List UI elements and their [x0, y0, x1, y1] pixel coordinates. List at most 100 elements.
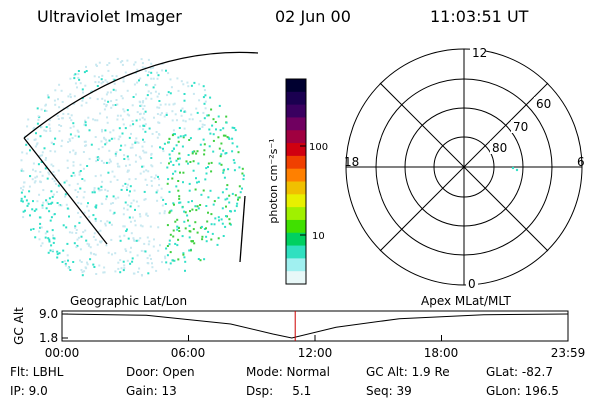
image-pixel	[175, 185, 178, 188]
image-pixel	[40, 154, 43, 157]
image-pixel	[129, 262, 132, 265]
image-pixel	[227, 136, 230, 139]
image-pixel	[131, 120, 134, 122]
image-pixel	[188, 139, 191, 141]
image-pixel	[207, 196, 210, 199]
image-pixel	[122, 225, 125, 228]
y-tick-label-9: 9.0	[39, 307, 58, 321]
image-pixel	[68, 116, 71, 119]
colorbar-cell	[286, 245, 306, 259]
image-pixel	[70, 174, 73, 177]
polar-diagonal-b	[379, 82, 549, 252]
image-pixel	[165, 114, 168, 116]
image-pixel	[176, 228, 179, 231]
image-pixel	[46, 94, 49, 97]
image-pixel	[110, 202, 113, 205]
image-pixel	[144, 123, 147, 126]
image-pixel	[73, 174, 76, 177]
image-pixel	[130, 202, 133, 205]
image-pixel	[50, 244, 53, 247]
image-pixel	[33, 181, 36, 184]
image-pixel	[161, 261, 163, 264]
image-pixel	[224, 225, 227, 228]
image-pixel	[139, 215, 142, 218]
image-pixel	[184, 120, 187, 123]
image-pixel	[172, 172, 174, 175]
image-pixel	[72, 122, 75, 125]
image-pixel	[210, 238, 213, 241]
image-pixel	[184, 269, 186, 272]
image-pixel	[113, 211, 116, 214]
image-pixel	[196, 205, 199, 208]
image-pixel	[99, 189, 102, 192]
image-pixel	[93, 75, 96, 78]
image-pixel	[95, 273, 98, 275]
image-pixel	[82, 196, 85, 199]
image-pixel	[118, 235, 121, 238]
image-pixel	[82, 151, 85, 153]
image-pixel	[124, 182, 127, 185]
image-pixel	[167, 178, 170, 181]
image-pixel	[128, 178, 131, 181]
image-pixel	[43, 129, 46, 132]
image-pixel	[197, 207, 200, 210]
image-pixel	[228, 222, 231, 225]
image-pixel	[85, 65, 87, 68]
image-pixel	[192, 160, 195, 163]
image-pixel	[69, 77, 72, 80]
image-pixel	[180, 109, 182, 112]
image-pixel	[237, 196, 240, 199]
image-pixel	[154, 83, 157, 86]
image-pixel	[58, 83, 61, 86]
image-pixel	[95, 156, 98, 159]
image-pixel	[163, 210, 166, 213]
image-pixel	[20, 187, 22, 190]
image-pixel	[95, 160, 98, 163]
image-pixel	[153, 238, 155, 241]
image-pixel	[138, 267, 141, 270]
image-pixel	[32, 168, 34, 171]
image-pixel	[92, 263, 95, 266]
image-pixel	[196, 150, 199, 153]
image-pixel	[163, 142, 166, 145]
image-pixel	[172, 229, 175, 232]
image-pixel	[146, 74, 149, 77]
image-pixel	[203, 228, 206, 230]
image-pixel	[122, 269, 125, 272]
image-pixel	[64, 264, 67, 267]
image-pixel	[198, 99, 201, 102]
image-pixel	[127, 158, 130, 161]
image-pixel	[142, 170, 145, 173]
image-pixel	[108, 158, 111, 161]
image-pixel	[51, 201, 54, 204]
image-pixel	[45, 110, 48, 112]
image-pixel	[165, 247, 168, 250]
image-pixel	[151, 66, 154, 69]
image-pixel	[109, 160, 112, 163]
image-pixel	[160, 112, 163, 115]
image-pixel	[231, 142, 234, 145]
image-pixel	[234, 194, 237, 197]
image-pixel	[162, 147, 164, 150]
image-pixel	[189, 210, 191, 213]
image-pixel	[189, 161, 192, 163]
image-pixel	[222, 127, 225, 130]
image-pixel	[73, 242, 76, 245]
image-pixel	[146, 94, 149, 97]
image-pixel	[197, 180, 200, 183]
image-pixel	[208, 128, 211, 131]
image-pixel	[37, 163, 40, 166]
image-pixel	[79, 216, 82, 219]
image-pixel	[192, 169, 195, 172]
image-pixel	[227, 168, 230, 171]
image-pixel	[242, 178, 245, 181]
image-pixel	[159, 244, 161, 247]
image-pixel	[128, 114, 131, 117]
image-pixel	[100, 240, 103, 243]
image-pixel	[165, 261, 168, 264]
image-pixel	[74, 153, 77, 156]
image-pixel	[99, 241, 102, 244]
image-pixel	[131, 143, 134, 146]
image-pixel	[187, 85, 190, 88]
image-pixel	[51, 177, 54, 180]
